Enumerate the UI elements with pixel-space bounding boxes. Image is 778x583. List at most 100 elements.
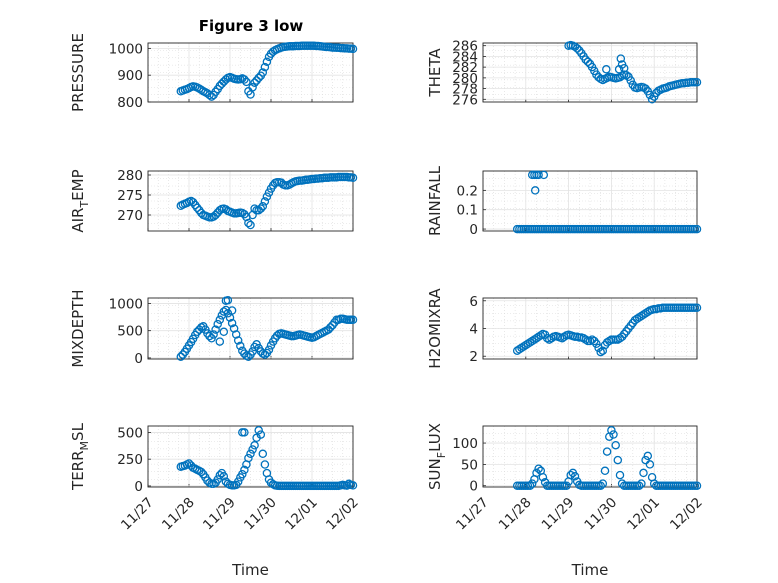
data-point <box>213 319 222 329</box>
data-point <box>262 192 272 201</box>
data-point <box>572 44 582 53</box>
data-point <box>346 315 356 325</box>
x-tick-label: 11/29 <box>539 495 578 534</box>
data-point <box>639 310 648 319</box>
data-point <box>600 466 610 476</box>
data-point <box>637 311 646 321</box>
data-point <box>219 472 229 481</box>
y-tick-label: 286 <box>452 39 478 55</box>
data-point <box>215 337 225 346</box>
y-axis-label-main: H2OMIXRA <box>426 288 444 369</box>
x-tick-label: 12/01 <box>282 495 321 534</box>
subplot-pressure: 800 900 1000 PRESSURE <box>69 33 358 112</box>
data-point <box>246 449 255 459</box>
y-axis-label: H2OMIXRA <box>426 288 444 369</box>
data-point <box>240 75 249 84</box>
data-point <box>609 430 618 439</box>
data-point <box>517 343 526 353</box>
data-point <box>260 460 270 469</box>
data-point <box>227 318 237 328</box>
y-tick-label: 50 <box>461 457 478 473</box>
subplot-mixdepth: 0 500 1000 MIXDEPTH <box>69 289 358 368</box>
data-point <box>598 479 608 488</box>
data-point <box>592 70 601 79</box>
data-point <box>530 186 540 195</box>
data-point <box>197 85 206 95</box>
data-point <box>254 73 263 83</box>
y-axis-label-main: AIR <box>69 208 87 233</box>
y-tick-label: 250 <box>117 452 143 468</box>
data-point <box>645 460 655 469</box>
x-tick-label: 11/28 <box>496 495 535 534</box>
x-axis-label: Time <box>231 561 269 579</box>
y-tick-label: 280 <box>117 168 143 184</box>
data-point <box>641 455 650 465</box>
y-axis-label: MIXDEPTH <box>69 289 87 367</box>
x-tick-label: 11/28 <box>159 495 198 534</box>
data-point <box>641 84 650 93</box>
data-point <box>643 451 653 461</box>
data-point <box>250 78 259 87</box>
data-point <box>342 481 352 490</box>
y-tick-label: 0.2 <box>457 183 478 199</box>
y-axis-label-main: PRESSURE <box>69 33 87 112</box>
data-point <box>258 68 268 77</box>
y-tick-label: 0 <box>134 479 143 495</box>
data-point <box>515 345 524 354</box>
y-axis-label-sub: F <box>435 452 448 458</box>
data-point <box>209 330 218 339</box>
data-point <box>233 477 243 486</box>
data-point <box>525 338 535 347</box>
data-point <box>250 204 259 213</box>
data-point <box>264 188 274 197</box>
y-axis-label-after: SL <box>69 422 87 441</box>
data-point <box>527 479 537 488</box>
data-point <box>326 323 335 332</box>
y-axis-label: RAINFALL <box>426 165 444 236</box>
y-tick-label: 4 <box>469 322 478 338</box>
x-tick-label: 12/02 <box>667 495 706 534</box>
data-point <box>240 428 249 437</box>
subplot-terr: 11/27 11/28 11/29 11/30 12/01 12/02 0 250 500 TER… <box>69 422 362 579</box>
axes-box <box>482 42 698 103</box>
data-point <box>602 65 611 74</box>
data-point <box>238 469 247 479</box>
axes-box <box>482 170 698 232</box>
y-tick-label: 278 <box>452 82 478 98</box>
data-point <box>634 481 644 490</box>
data-point <box>639 468 648 478</box>
y-tick-label: 500 <box>117 425 143 441</box>
y-tick-label: 270 <box>117 208 143 224</box>
y-axis-label-sub: M <box>78 441 91 451</box>
data-point <box>219 327 229 337</box>
subplot-h2omixra: 2 4 6 H2OMIXRA <box>426 288 702 369</box>
y-tick-label: 100 <box>452 436 478 452</box>
data-point <box>223 295 233 305</box>
data-point <box>527 336 537 346</box>
y-tick-label: 2 <box>469 349 478 365</box>
data-point <box>264 345 274 354</box>
data-point <box>692 77 702 87</box>
data-point <box>258 449 268 459</box>
x-tick-label: 11/30 <box>581 495 620 534</box>
data-point <box>219 307 229 316</box>
y-axis-label: TERRMSL <box>69 422 91 491</box>
data-point <box>227 306 237 315</box>
data-point <box>641 309 650 318</box>
y-tick-label: 0.1 <box>457 203 478 219</box>
y-axis-label-after: EMP <box>69 169 87 200</box>
data-point <box>692 481 702 490</box>
subplot-rainfall: 0 0.1 0.2 RAINFALL <box>426 165 702 238</box>
data-point <box>692 224 702 234</box>
data-point <box>512 346 522 355</box>
data-point <box>619 329 629 339</box>
y-tick-label: 800 <box>117 95 143 111</box>
data-point <box>223 309 233 318</box>
data-point <box>562 481 571 490</box>
data-point <box>240 465 249 475</box>
y-axis-label: AIRTEMP <box>69 169 91 232</box>
data-point <box>632 314 642 324</box>
